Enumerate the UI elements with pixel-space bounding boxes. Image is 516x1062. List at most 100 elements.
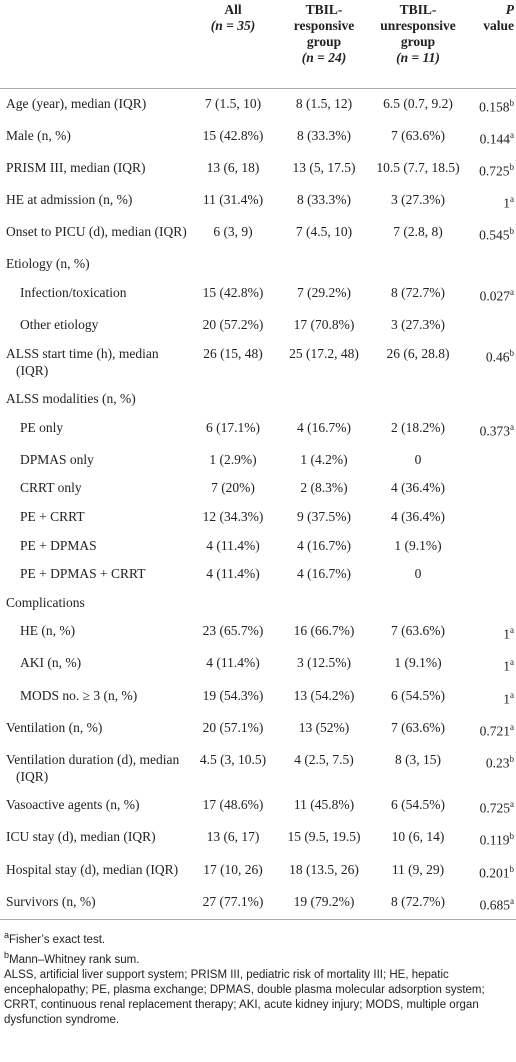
cell-text: 7 (20%) (211, 480, 255, 496)
cell-text: 25 (17.2, 48) (289, 345, 359, 361)
cell: 7 (63.6%) (372, 713, 464, 745)
footnote: aFisher’s exact test. (4, 928, 512, 948)
p-value: 0.144 (479, 131, 510, 147)
cell-text: 20 (57.2%) (202, 316, 264, 332)
p-cell: 1a (464, 185, 516, 217)
label-text: DPMAS only (20, 451, 94, 467)
table-row: Male (n, %) 15 (42.8%) 8 (33.3%) 7 (63.6%) 0… (0, 121, 516, 153)
table-row: PE + CRRT 12 (34.3%) 9 (37.5%) 4 (36.4%) (0, 502, 516, 531)
cell: 13 (6, 18) (190, 153, 276, 185)
cell: 3 (27.3%) (372, 310, 464, 339)
p-note: a (510, 721, 514, 732)
cell: 8 (72.7%) (372, 278, 464, 310)
table-row: Vasoactive agents (n, %) 17 (48.6%) 11 (45… (0, 791, 516, 823)
p-cell: 1a (464, 681, 516, 713)
label-text: PE + DPMAS (20, 537, 97, 553)
p-cell (464, 384, 516, 413)
p-cell: 0.144a (464, 121, 516, 153)
row-label: PE only (0, 413, 190, 445)
cell-text: 7 (29.2%) (297, 284, 351, 300)
cell: 4 (16.7%) (276, 559, 372, 588)
row-label: MODS no. ≥ 3 (n, %) (0, 681, 190, 713)
cell (276, 384, 372, 413)
cell: 7 (4.5, 10) (276, 217, 372, 249)
cell: 7 (63.6%) (372, 617, 464, 649)
cell-text: 4 (36.4%) (391, 480, 445, 496)
row-label: HE at admission (n, %) (0, 185, 190, 217)
table-row: Ventilation duration (d), median (IQR) 4.… (0, 745, 516, 791)
cell: 7 (63.6%) (372, 121, 464, 153)
cell: 7 (29.2%) (276, 278, 372, 310)
cell-text: 26 (6, 28.8) (386, 345, 450, 361)
footnote: bMann–Whitney rank sum. (4, 948, 512, 968)
cell-text: 8 (72.7%) (391, 284, 445, 300)
p-note: b (509, 863, 515, 874)
row-label: Survivors (n, %) (0, 886, 190, 920)
cell: 4 (2.5, 7.5) (276, 745, 372, 791)
p-note: a (510, 799, 514, 810)
header-line: group (306, 34, 342, 49)
p-cell: 0.46b (464, 339, 516, 385)
p-note: a (510, 689, 514, 700)
label-text: Hospital stay (d), median (IQR) (6, 861, 179, 877)
cell-text: 10 (6, 14) (391, 829, 445, 845)
row-label: Infection/toxication (0, 278, 190, 310)
cell: 8 (33.3%) (276, 185, 372, 217)
cell: 15 (42.8%) (190, 121, 276, 153)
cell-text: 18 (13.5, 26) (289, 861, 359, 877)
cell: 4 (11.4%) (190, 649, 276, 681)
cell-text: 9 (37.5%) (297, 509, 351, 525)
label-text: PE only (20, 419, 64, 435)
cell-text: 1 (2.9%) (209, 451, 257, 467)
cell: 6 (54.5%) (372, 681, 464, 713)
cell: 8 (3, 15) (372, 745, 464, 791)
row-label: HE (n, %) (0, 617, 190, 649)
cell: 1 (9.1%) (372, 531, 464, 560)
header-line: value (483, 18, 514, 33)
row-label: Other etiology (0, 310, 190, 339)
cell: 3 (12.5%) (276, 649, 372, 681)
cell: 4 (11.4%) (190, 531, 276, 560)
cell-text: 19 (79.2%) (293, 893, 355, 909)
cell: 19 (54.3%) (190, 681, 276, 713)
p-value: 0.373 (479, 423, 510, 439)
cell (190, 249, 276, 278)
cell-text: 8 (72.7%) (391, 893, 445, 909)
cell-text: 11 (45.8%) (293, 797, 355, 813)
label-text: Complications (6, 594, 85, 610)
label-text: Age (year), median (IQR) (6, 95, 147, 111)
cell (190, 588, 276, 617)
cell: 16 (66.7%) (276, 617, 372, 649)
cell-text: 4 (11.4%) (206, 655, 260, 671)
cell: 13 (6, 17) (190, 823, 276, 855)
cell: 6 (54.5%) (372, 791, 464, 823)
p-note: a (510, 895, 514, 906)
cell (276, 588, 372, 617)
footnotes: aFisher’s exact test. bMann–Whitney rank … (0, 920, 516, 1028)
cell: 17 (48.6%) (190, 791, 276, 823)
p-cell: 0.23b (464, 745, 516, 791)
p-note: b (509, 97, 515, 108)
p-value: 0.725 (479, 163, 510, 179)
cell-text: 4 (11.4%) (206, 566, 260, 582)
header-line: unresponsive (380, 18, 456, 33)
cell-text: 7 (1.5, 10) (204, 95, 262, 111)
table-row: MODS no. ≥ 3 (n, %) 19 (54.3%) 13 (54.2%) 6… (0, 681, 516, 713)
cell-text: 6 (54.5%) (391, 687, 445, 703)
label-text: Vasoactive agents (n, %) (6, 797, 140, 813)
p-cell: 0.725a (464, 791, 516, 823)
p-note: a (510, 129, 514, 140)
p-note: b (509, 226, 515, 237)
cell-text: 13 (6, 17) (206, 829, 260, 845)
table-row: Complications (0, 588, 516, 617)
cell: 13 (54.2%) (276, 681, 372, 713)
cell (372, 249, 464, 278)
footnote-text: Fisher’s exact test. (9, 933, 106, 946)
cell-text: 7 (63.6%) (391, 623, 445, 639)
cell-text: 8 (33.3%) (297, 192, 351, 208)
row-label: Hospital stay (d), median (IQR) (0, 855, 190, 887)
label-text: MODS no. ≥ 3 (n, %) (20, 687, 138, 703)
cell-text: 3 (12.5%) (297, 655, 351, 671)
cell-text: 19 (54.3%) (202, 687, 264, 703)
